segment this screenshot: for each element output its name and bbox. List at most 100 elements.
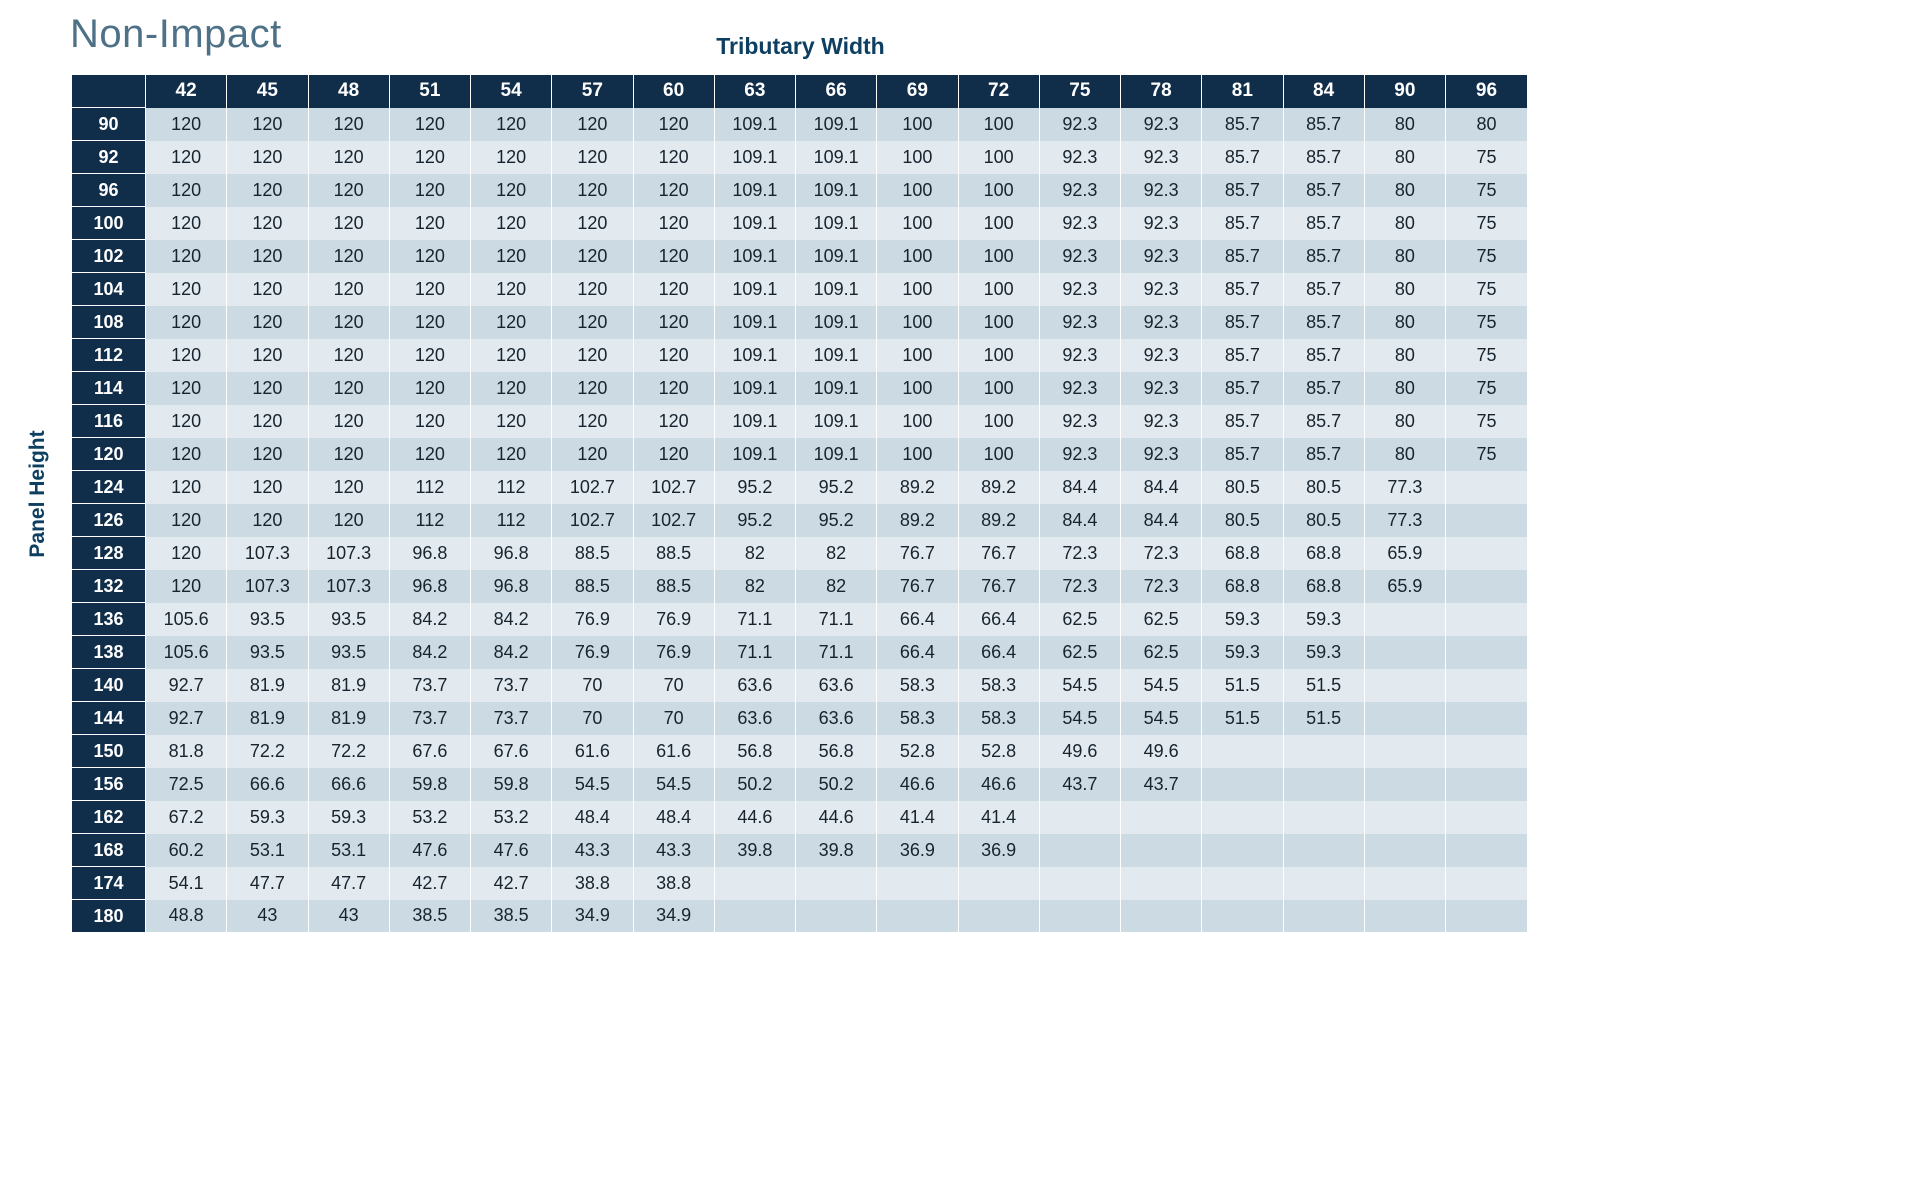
table-row: 100 120 120 120 120 120 120 120 109.1 109.1 100 100…	[72, 206, 1527, 240]
table-cell	[1445, 635, 1527, 669]
table-cell	[1282, 800, 1365, 834]
table-row: 108 120 120 120 120 120 120 120 109.1 109.1 100 100…	[72, 305, 1527, 339]
table-cell: 112	[469, 470, 552, 504]
table-cell	[1282, 767, 1365, 801]
table-cell: 66.4	[957, 602, 1040, 636]
table-cell: 120	[307, 305, 390, 339]
table-cell	[1363, 767, 1446, 801]
table-cell: 85.7	[1282, 107, 1365, 141]
table-cell	[1201, 800, 1283, 834]
table-cell: 92.3	[1038, 437, 1121, 471]
table-cell: 85.7	[1282, 404, 1365, 438]
table-cell: 66.6	[226, 767, 308, 801]
table-cell: 65.9	[1363, 536, 1446, 570]
table-cell: 92.3	[1119, 338, 1202, 372]
row-header-cell: 162	[72, 800, 146, 834]
table-cell: 84.4	[1038, 470, 1121, 504]
column-header-cell: 75	[1038, 75, 1121, 108]
row-header-cell: 136	[72, 602, 146, 636]
table-cell: 120	[144, 503, 227, 537]
table-cell	[1201, 866, 1283, 900]
table-cell: 76.9	[632, 635, 715, 669]
table-cell: 53.1	[307, 833, 390, 867]
table-cell: 59.8	[388, 767, 471, 801]
table-cell	[1201, 833, 1283, 867]
table-cell: 109.1	[713, 338, 796, 372]
table-cell: 120	[469, 437, 552, 471]
table-cell: 120	[307, 437, 390, 471]
table-cell: 100	[876, 206, 958, 240]
table-cell: 51.5	[1282, 668, 1365, 702]
table-cell: 109.1	[794, 107, 877, 141]
table-cell: 92.3	[1119, 140, 1202, 174]
row-header-cell: 114	[72, 371, 146, 405]
table-cell: 38.5	[388, 899, 471, 932]
table-cell: 85.7	[1282, 437, 1365, 471]
table-cell	[1119, 899, 1202, 932]
table-cell: 73.7	[469, 668, 552, 702]
table-cell: 120	[469, 107, 552, 141]
corner-cell	[72, 75, 146, 108]
row-header-cell: 180	[72, 899, 146, 932]
table-cell	[1445, 569, 1527, 603]
table-cell: 120	[307, 239, 390, 273]
table-cell: 68.8	[1201, 536, 1283, 570]
table-cell: 93.5	[226, 635, 308, 669]
table-cell: 120	[226, 437, 308, 471]
table-cell: 92.3	[1038, 173, 1121, 207]
table-row: 132 120 107.3 107.3 96.8 96.8 88.5 88.5 82 82 76.7…	[72, 569, 1527, 603]
table-cell: 95.2	[713, 503, 796, 537]
table-cell: 109.1	[713, 107, 796, 141]
table-cell: 46.6	[876, 767, 958, 801]
table-cell: 48.4	[632, 800, 715, 834]
table-cell: 73.7	[469, 701, 552, 735]
table-cell: 120	[226, 338, 308, 372]
table-cell: 120	[144, 437, 227, 471]
column-header-cell: 57	[551, 75, 633, 108]
table-cell: 107.3	[226, 569, 308, 603]
table-cell: 85.7	[1282, 272, 1365, 306]
table-cell: 80.5	[1201, 470, 1283, 504]
non-impact-table: 42 45 48 51 54 57 60 63 66 69 72 75 78 81 84 90 96 90 120…	[72, 75, 1527, 932]
table-cell: 109.1	[713, 272, 796, 306]
table-cell: 100	[957, 173, 1040, 207]
row-header-cell: 174	[72, 866, 146, 900]
table-cell: 88.5	[551, 569, 633, 603]
table-cell: 120	[388, 239, 471, 273]
table-cell: 100	[957, 437, 1040, 471]
table-cell: 59.8	[469, 767, 552, 801]
table-cell: 120	[632, 338, 715, 372]
table-cell: 93.5	[307, 602, 390, 636]
column-header-cell: 90	[1363, 75, 1446, 108]
table-cell: 109.1	[794, 206, 877, 240]
row-header-cell: 108	[72, 305, 146, 339]
table-cell: 51.5	[1201, 701, 1283, 735]
table-cell	[1445, 899, 1527, 932]
table-cell: 120	[307, 107, 390, 141]
table-cell: 43.3	[632, 833, 715, 867]
table-cell	[1363, 635, 1446, 669]
table-cell: 95.2	[794, 470, 877, 504]
table-cell: 68.8	[1282, 569, 1365, 603]
table-cell: 80	[1363, 173, 1446, 207]
table-cell: 89.2	[876, 503, 958, 537]
table-row: 136 105.6 93.5 93.5 84.2 84.2 76.9 76.9 71.1 71.1…	[72, 602, 1527, 636]
table-cell: 54.1	[144, 866, 227, 900]
table-cell: 80	[1363, 338, 1446, 372]
table-cell: 92.3	[1038, 404, 1121, 438]
table-cell: 96.8	[469, 569, 552, 603]
table-cell: 120	[551, 140, 633, 174]
table-cell: 109.1	[713, 437, 796, 471]
table-cell: 120	[226, 272, 308, 306]
table-cell: 120	[307, 371, 390, 405]
table-cell: 71.1	[713, 635, 796, 669]
table-cell: 120	[551, 206, 633, 240]
table-cell: 105.6	[144, 602, 227, 636]
table-cell: 43	[226, 899, 308, 932]
table-cell: 120	[144, 338, 227, 372]
table-cell: 96.8	[388, 536, 471, 570]
row-header-cell: 124	[72, 470, 146, 504]
column-header-cell: 66	[794, 75, 877, 108]
table-cell: 120	[144, 239, 227, 273]
table-cell: 70	[632, 668, 715, 702]
